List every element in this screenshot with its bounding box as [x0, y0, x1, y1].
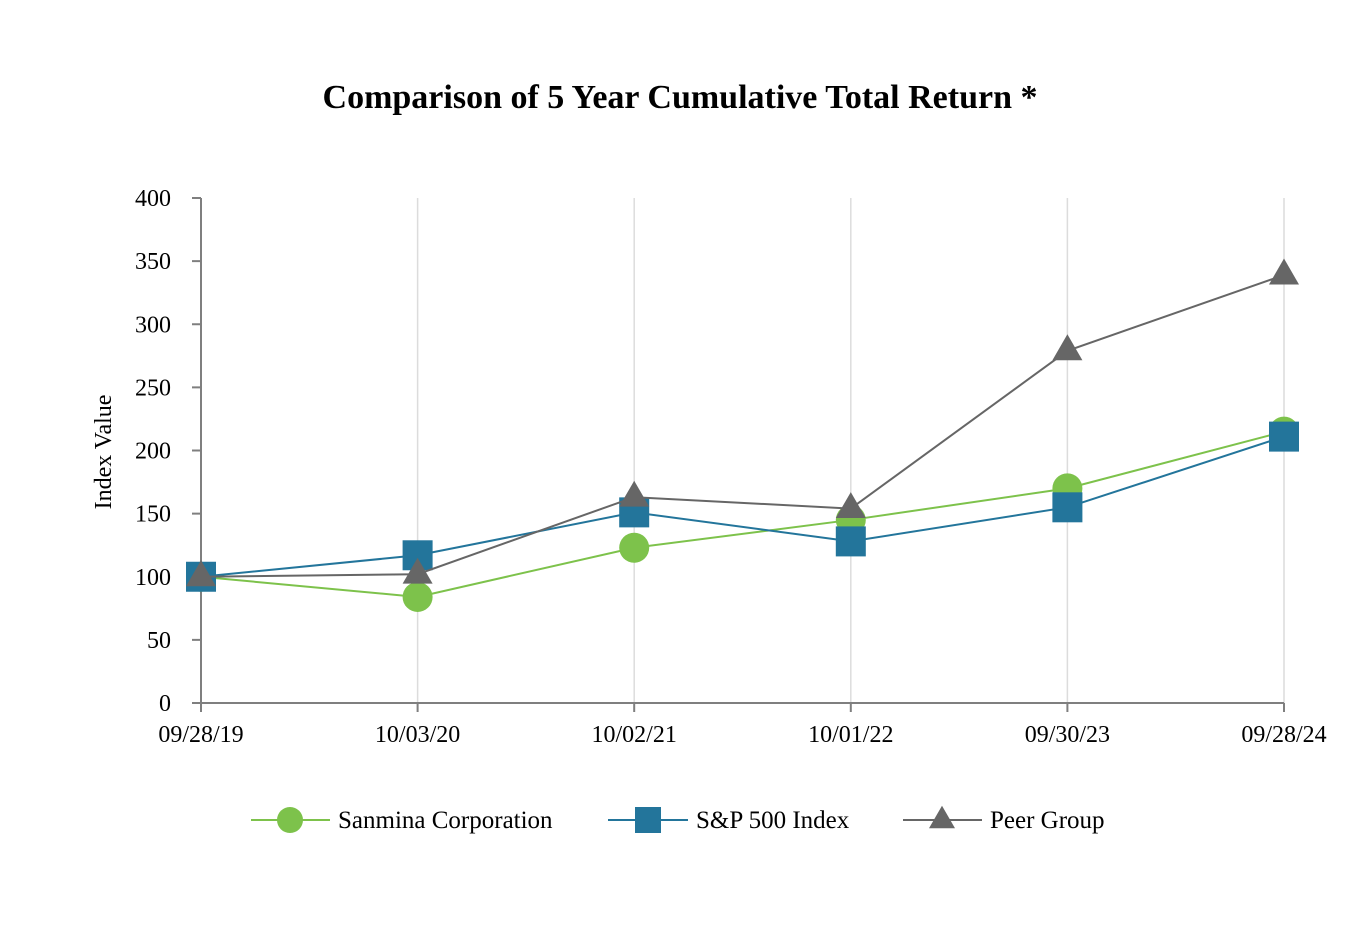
y-tick-label: 250: [135, 375, 171, 401]
data-point-triangle: [186, 560, 216, 587]
legend-label: Peer Group: [990, 807, 1105, 834]
series-line-square: [200, 435, 1285, 578]
legend: Sanmina Corporation S&P 500 Index Peer Gro…: [251, 805, 1105, 834]
legend-item-triangle: Peer Group: [903, 805, 1105, 834]
legend-item-square: S&P 500 Index: [608, 807, 850, 834]
x-tick-label: 10/03/20: [375, 722, 460, 748]
legend-label: S&P 500 Index: [696, 807, 850, 834]
x-tick-label: 10/02/21: [592, 722, 677, 748]
axes: [192, 197, 1285, 712]
y-tick-label: 0: [159, 691, 171, 717]
y-tick-label: 150: [135, 502, 171, 528]
legend-marker-triangle: [929, 805, 955, 829]
x-tick-label: 09/28/24: [1241, 722, 1326, 748]
y-tick-label: 300: [135, 312, 171, 338]
legend-item-circle: Sanmina Corporation: [251, 807, 553, 834]
series-circle: [186, 416, 1299, 612]
data-point-triangle: [1269, 258, 1299, 285]
x-tick-label: 10/01/22: [808, 722, 893, 748]
grid-lines: [416, 198, 1285, 703]
data-point-triangle: [835, 492, 866, 519]
data-point-triangle: [619, 480, 650, 507]
y-tick-label: 350: [135, 249, 171, 275]
legend-marker-square: [635, 807, 661, 833]
series-line-triangle: [200, 274, 1285, 578]
y-tick-label: 200: [135, 439, 171, 465]
y-tick-label: 50: [147, 628, 171, 654]
chart-title: Comparison of 5 Year Cumulative Total Re…: [323, 79, 1038, 116]
data-point-triangle: [402, 557, 433, 584]
x-tick-label: 09/28/19: [158, 722, 243, 748]
legend-label: Sanmina Corporation: [338, 807, 553, 834]
data-point-triangle: [1052, 334, 1083, 361]
series-line-circle: [200, 430, 1285, 598]
data-point-square: [1269, 421, 1299, 452]
series-square: [186, 421, 1299, 592]
series-lines: [186, 258, 1299, 612]
series-triangle: [186, 258, 1299, 587]
data-point-circle: [402, 581, 433, 612]
y-tick-label: 100: [135, 565, 171, 591]
tick-labels: 0 50 100 150 200 250 300 350 400 09/28/19 10/03/20…: [135, 186, 1327, 748]
y-tick-label: 400: [135, 186, 171, 212]
legend-marker-circle: [277, 807, 303, 833]
data-point-square: [1052, 492, 1083, 523]
data-point-square: [835, 526, 866, 557]
x-tick-label: 09/30/23: [1025, 722, 1110, 748]
y-axis-label: Index Value: [91, 395, 117, 510]
data-point-circle: [619, 532, 650, 563]
